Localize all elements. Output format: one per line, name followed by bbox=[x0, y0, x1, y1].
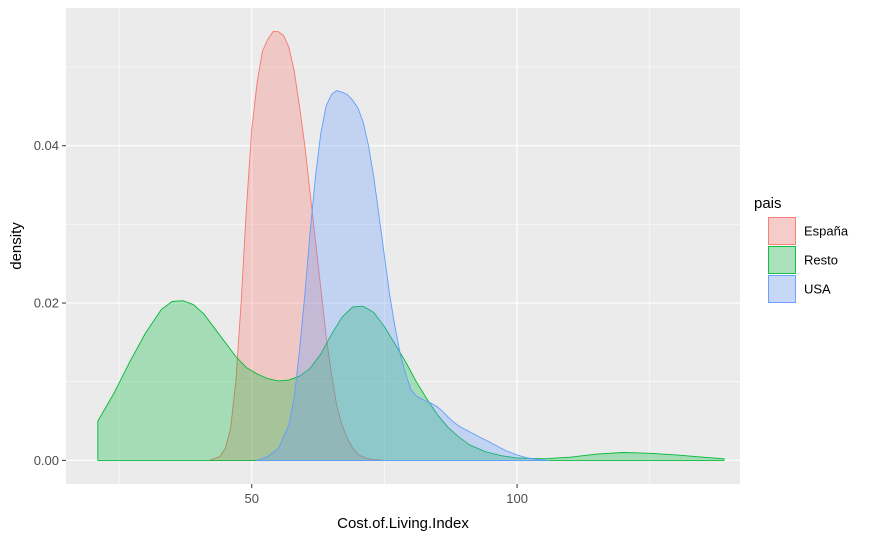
legend-key-bg bbox=[768, 217, 796, 245]
y-tick-label: 0.02 bbox=[34, 296, 59, 311]
legend-key-resto bbox=[768, 246, 796, 274]
legend-key-espa-a bbox=[768, 217, 796, 245]
plot-panel bbox=[66, 8, 740, 484]
density-area-resto bbox=[97, 300, 725, 461]
density-area-usa bbox=[256, 90, 550, 461]
legend-label-espa-a: España bbox=[804, 224, 849, 239]
legend-key-usa bbox=[768, 275, 796, 303]
x-tick-label: 50 bbox=[245, 491, 259, 506]
y-tick-label: 0.00 bbox=[34, 453, 59, 468]
legend-title: pais bbox=[754, 195, 782, 212]
density-area-espa-a bbox=[208, 31, 385, 461]
legend-label-resto: Resto bbox=[804, 253, 838, 268]
density-series bbox=[97, 31, 725, 461]
x-tick-label: 100 bbox=[506, 491, 528, 506]
axes: 50 100 0.00 0.02 0.04 bbox=[34, 138, 528, 506]
legend: pais España Resto USA bbox=[754, 195, 849, 303]
y-tick-label: 0.04 bbox=[34, 138, 59, 153]
y-axis-title: density bbox=[8, 222, 25, 270]
legend-key-bg bbox=[768, 246, 796, 274]
legend-key-bg bbox=[768, 275, 796, 303]
x-axis-title: Cost.of.Living.Index bbox=[337, 515, 469, 532]
legend-label-usa: USA bbox=[804, 282, 831, 297]
